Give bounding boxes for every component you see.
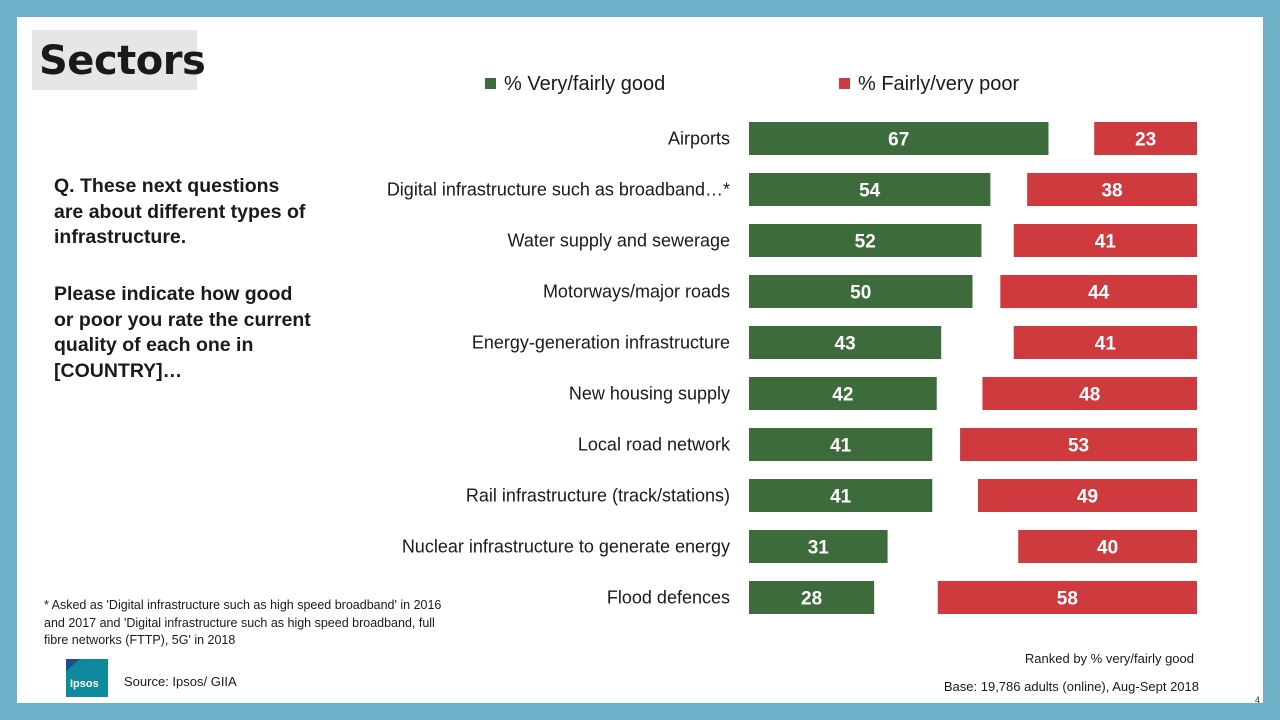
source-text: Source: Ipsos/ GIIA (124, 674, 237, 689)
good-bar (749, 173, 991, 206)
question-text: Q. These next questions are about differ… (54, 175, 306, 248)
poor-value-label: 38 (1101, 181, 1122, 202)
category-label: Water supply and sewerage (508, 231, 730, 251)
page-number: 4 (1254, 695, 1260, 705)
poor-bar (1027, 173, 1197, 206)
base-note: Base: 19,786 adults (online), Aug-Sept 2… (943, 679, 1199, 694)
poor-bar (960, 428, 1197, 461)
poor-value-label: 53 (1068, 436, 1089, 457)
good-bar (749, 275, 973, 308)
legend-poor: % Fairly/very poor (839, 73, 1019, 96)
category-label: Rail infrastructure (track/stations) (466, 486, 730, 506)
footnote: * Asked as 'Digital infrastructure such … (44, 598, 442, 647)
title-box (32, 30, 197, 90)
poor-value-label: 41 (1095, 232, 1117, 253)
category-label: Motorways/major roads (543, 282, 730, 302)
poor-value-label: 41 (1095, 334, 1117, 355)
poor-value-label: 40 (1097, 538, 1118, 559)
legend-poor-label: % Fairly/very poor (858, 73, 1020, 95)
good-value-label: 43 (835, 334, 856, 355)
poor-bar (1094, 122, 1197, 155)
poor-bar (1000, 275, 1197, 308)
poor-value-label: 58 (1057, 589, 1078, 610)
good-bar (749, 581, 875, 614)
poor-value-label: 48 (1079, 385, 1100, 406)
good-value-label: 42 (832, 385, 853, 406)
slide: Sectors Q. These next questions are abou… (17, 17, 1263, 705)
good-value-label: 28 (801, 589, 822, 610)
legend-good: % Very/fairly good (485, 73, 665, 96)
good-bar (749, 326, 942, 359)
category-label: Flood defences (607, 588, 730, 608)
logo-corner (66, 659, 80, 671)
category-label: Nuclear infrastructure to generate energ… (402, 537, 730, 557)
legend-good-swatch (485, 78, 496, 89)
logo-text: Ipsos (70, 678, 99, 690)
category-label: Local road network (578, 435, 731, 455)
poor-bar (1013, 326, 1197, 359)
bar-chart: Airports 67 23 Digital infrastructure such … (387, 122, 1197, 614)
good-value-label: 54 (859, 181, 881, 202)
good-bar (749, 122, 1049, 155)
legend-good-label: % Very/fairly good (504, 73, 666, 95)
poor-bar (1018, 530, 1197, 563)
poor-bar (1013, 224, 1197, 257)
category-label: Airports (668, 129, 730, 149)
poor-value-label: 44 (1088, 283, 1110, 304)
good-value-label: 67 (888, 130, 909, 151)
poor-bar (977, 479, 1197, 512)
good-value-label: 31 (808, 538, 830, 559)
good-value-label: 41 (830, 487, 852, 508)
poor-value-label: 23 (1135, 130, 1156, 151)
page-title: Sectors (39, 38, 206, 84)
good-bar (749, 428, 933, 461)
good-bar (749, 530, 888, 563)
legend-poor-swatch (839, 78, 850, 89)
poor-bar (982, 377, 1197, 410)
ipsos-logo: Ipsos (66, 659, 108, 697)
category-label: Digital infrastructure such as broadband… (387, 180, 730, 200)
ranked-note: Ranked by % very/fairly good (1024, 651, 1194, 666)
category-label: New housing supply (569, 384, 730, 404)
good-value-label: 52 (855, 232, 876, 253)
category-label: Energy-generation infrastructure (472, 333, 730, 353)
poor-bar (937, 581, 1197, 614)
good-bar (749, 224, 982, 257)
question-instruction: Please indicate how good or poor you rat… (54, 283, 311, 382)
good-bar (749, 479, 933, 512)
poor-value-label: 49 (1077, 487, 1098, 508)
good-value-label: 41 (830, 436, 852, 457)
good-bar (749, 377, 937, 410)
good-value-label: 50 (850, 283, 871, 304)
